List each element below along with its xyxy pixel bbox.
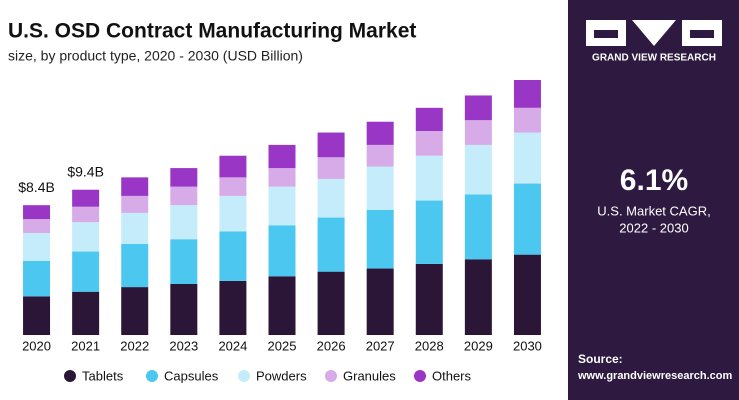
bar-segment bbox=[72, 206, 100, 223]
bar-segment bbox=[513, 183, 541, 255]
bar-segment bbox=[513, 132, 541, 184]
legend-label: Granules bbox=[343, 368, 396, 383]
bar-segment bbox=[513, 254, 541, 335]
legend-marker bbox=[414, 370, 426, 382]
stat-caption: 2022 - 2030 bbox=[619, 220, 688, 235]
bar-segment bbox=[366, 121, 394, 145]
chart-subtitle: size, by product type, 2020 - 2030 (USD … bbox=[8, 48, 303, 64]
stat-caption: U.S. Market CAGR, bbox=[597, 203, 710, 218]
bar-segment bbox=[121, 287, 149, 335]
stat: 6.1% bbox=[620, 164, 688, 197]
bar-segment bbox=[464, 120, 492, 145]
bar-segment bbox=[513, 80, 541, 108]
bar-segment bbox=[415, 155, 443, 201]
bar-segment bbox=[317, 217, 345, 272]
bar-segment bbox=[23, 296, 51, 335]
bar-segment bbox=[219, 155, 247, 178]
bar-segment bbox=[268, 276, 296, 335]
bar-segment bbox=[219, 231, 247, 281]
bar-segment bbox=[121, 212, 149, 244]
legend-marker bbox=[64, 370, 76, 382]
bar-segment bbox=[23, 260, 51, 297]
bar-segment bbox=[366, 144, 394, 167]
legend-label: Others bbox=[432, 368, 472, 383]
legend-label: Capsules bbox=[164, 368, 219, 383]
legend-label: Tablets bbox=[82, 368, 124, 383]
bar-segment bbox=[23, 219, 51, 233]
bar-segment bbox=[464, 259, 492, 335]
bar-segment bbox=[464, 95, 492, 121]
bar-segment bbox=[317, 157, 345, 179]
bar-segment bbox=[366, 268, 394, 335]
bar-segment bbox=[317, 178, 345, 218]
bar-segment bbox=[415, 131, 443, 156]
bar-segment bbox=[170, 205, 198, 240]
bar-segment bbox=[170, 239, 198, 284]
bar-segment bbox=[268, 144, 296, 169]
bar-segment bbox=[170, 284, 198, 335]
x-tick-label: 2028 bbox=[415, 338, 444, 353]
legend-marker bbox=[238, 370, 250, 382]
bar-segment bbox=[121, 195, 149, 213]
source-url: www.grandviewresearch.com bbox=[577, 370, 732, 382]
bar-segment bbox=[366, 166, 394, 210]
x-tick-label: 2025 bbox=[268, 338, 297, 353]
brand: GRAND VIEW RESEARCH bbox=[592, 53, 716, 64]
x-tick-label: 2023 bbox=[169, 338, 198, 353]
bar-segment bbox=[72, 189, 100, 207]
bar-segment bbox=[72, 222, 100, 252]
x-tick-label: 2027 bbox=[366, 338, 395, 353]
bar-segment bbox=[415, 200, 443, 264]
total-label: $8.4B bbox=[18, 179, 55, 195]
bar-segment bbox=[268, 168, 296, 187]
bar-segment bbox=[415, 107, 443, 131]
bar-segment bbox=[170, 168, 198, 187]
x-tick-label: 2030 bbox=[513, 338, 542, 353]
bar-segment bbox=[121, 243, 149, 288]
x-tick-label: 2022 bbox=[120, 338, 149, 353]
bar-segment bbox=[268, 186, 296, 226]
total-label: $9.4B bbox=[67, 163, 104, 179]
chart-title: U.S. OSD Contract Manufacturing Market bbox=[8, 20, 416, 43]
bar-segment bbox=[268, 225, 296, 277]
x-tick-label: 2029 bbox=[464, 338, 493, 353]
bar-segment bbox=[219, 195, 247, 232]
logo bbox=[586, 20, 722, 46]
bar-segment bbox=[23, 205, 51, 220]
bar-segment bbox=[72, 251, 100, 292]
x-tick-label: 2026 bbox=[317, 338, 346, 353]
bar-segment bbox=[23, 233, 51, 261]
bar-segment bbox=[121, 177, 149, 196]
bar-segment bbox=[513, 107, 541, 133]
bar-segment bbox=[219, 280, 247, 335]
bar-segment bbox=[219, 177, 247, 196]
legend-marker bbox=[325, 370, 337, 382]
bar-segment bbox=[170, 186, 198, 206]
bar-segment bbox=[415, 263, 443, 335]
sidebar-bg bbox=[568, 0, 739, 400]
bar-segment bbox=[464, 194, 492, 260]
bar-segment bbox=[366, 209, 394, 269]
legend-label: Powders bbox=[256, 368, 307, 383]
bar-segment bbox=[317, 132, 345, 158]
source-label: Source: bbox=[578, 352, 623, 366]
x-tick-label: 2021 bbox=[71, 338, 100, 353]
bar-segment bbox=[317, 271, 345, 335]
bar-segment bbox=[72, 291, 100, 335]
legend-marker bbox=[146, 370, 158, 382]
x-tick-label: 2024 bbox=[218, 338, 247, 353]
bar-segment bbox=[464, 144, 492, 195]
x-tick-label: 2020 bbox=[22, 338, 51, 353]
